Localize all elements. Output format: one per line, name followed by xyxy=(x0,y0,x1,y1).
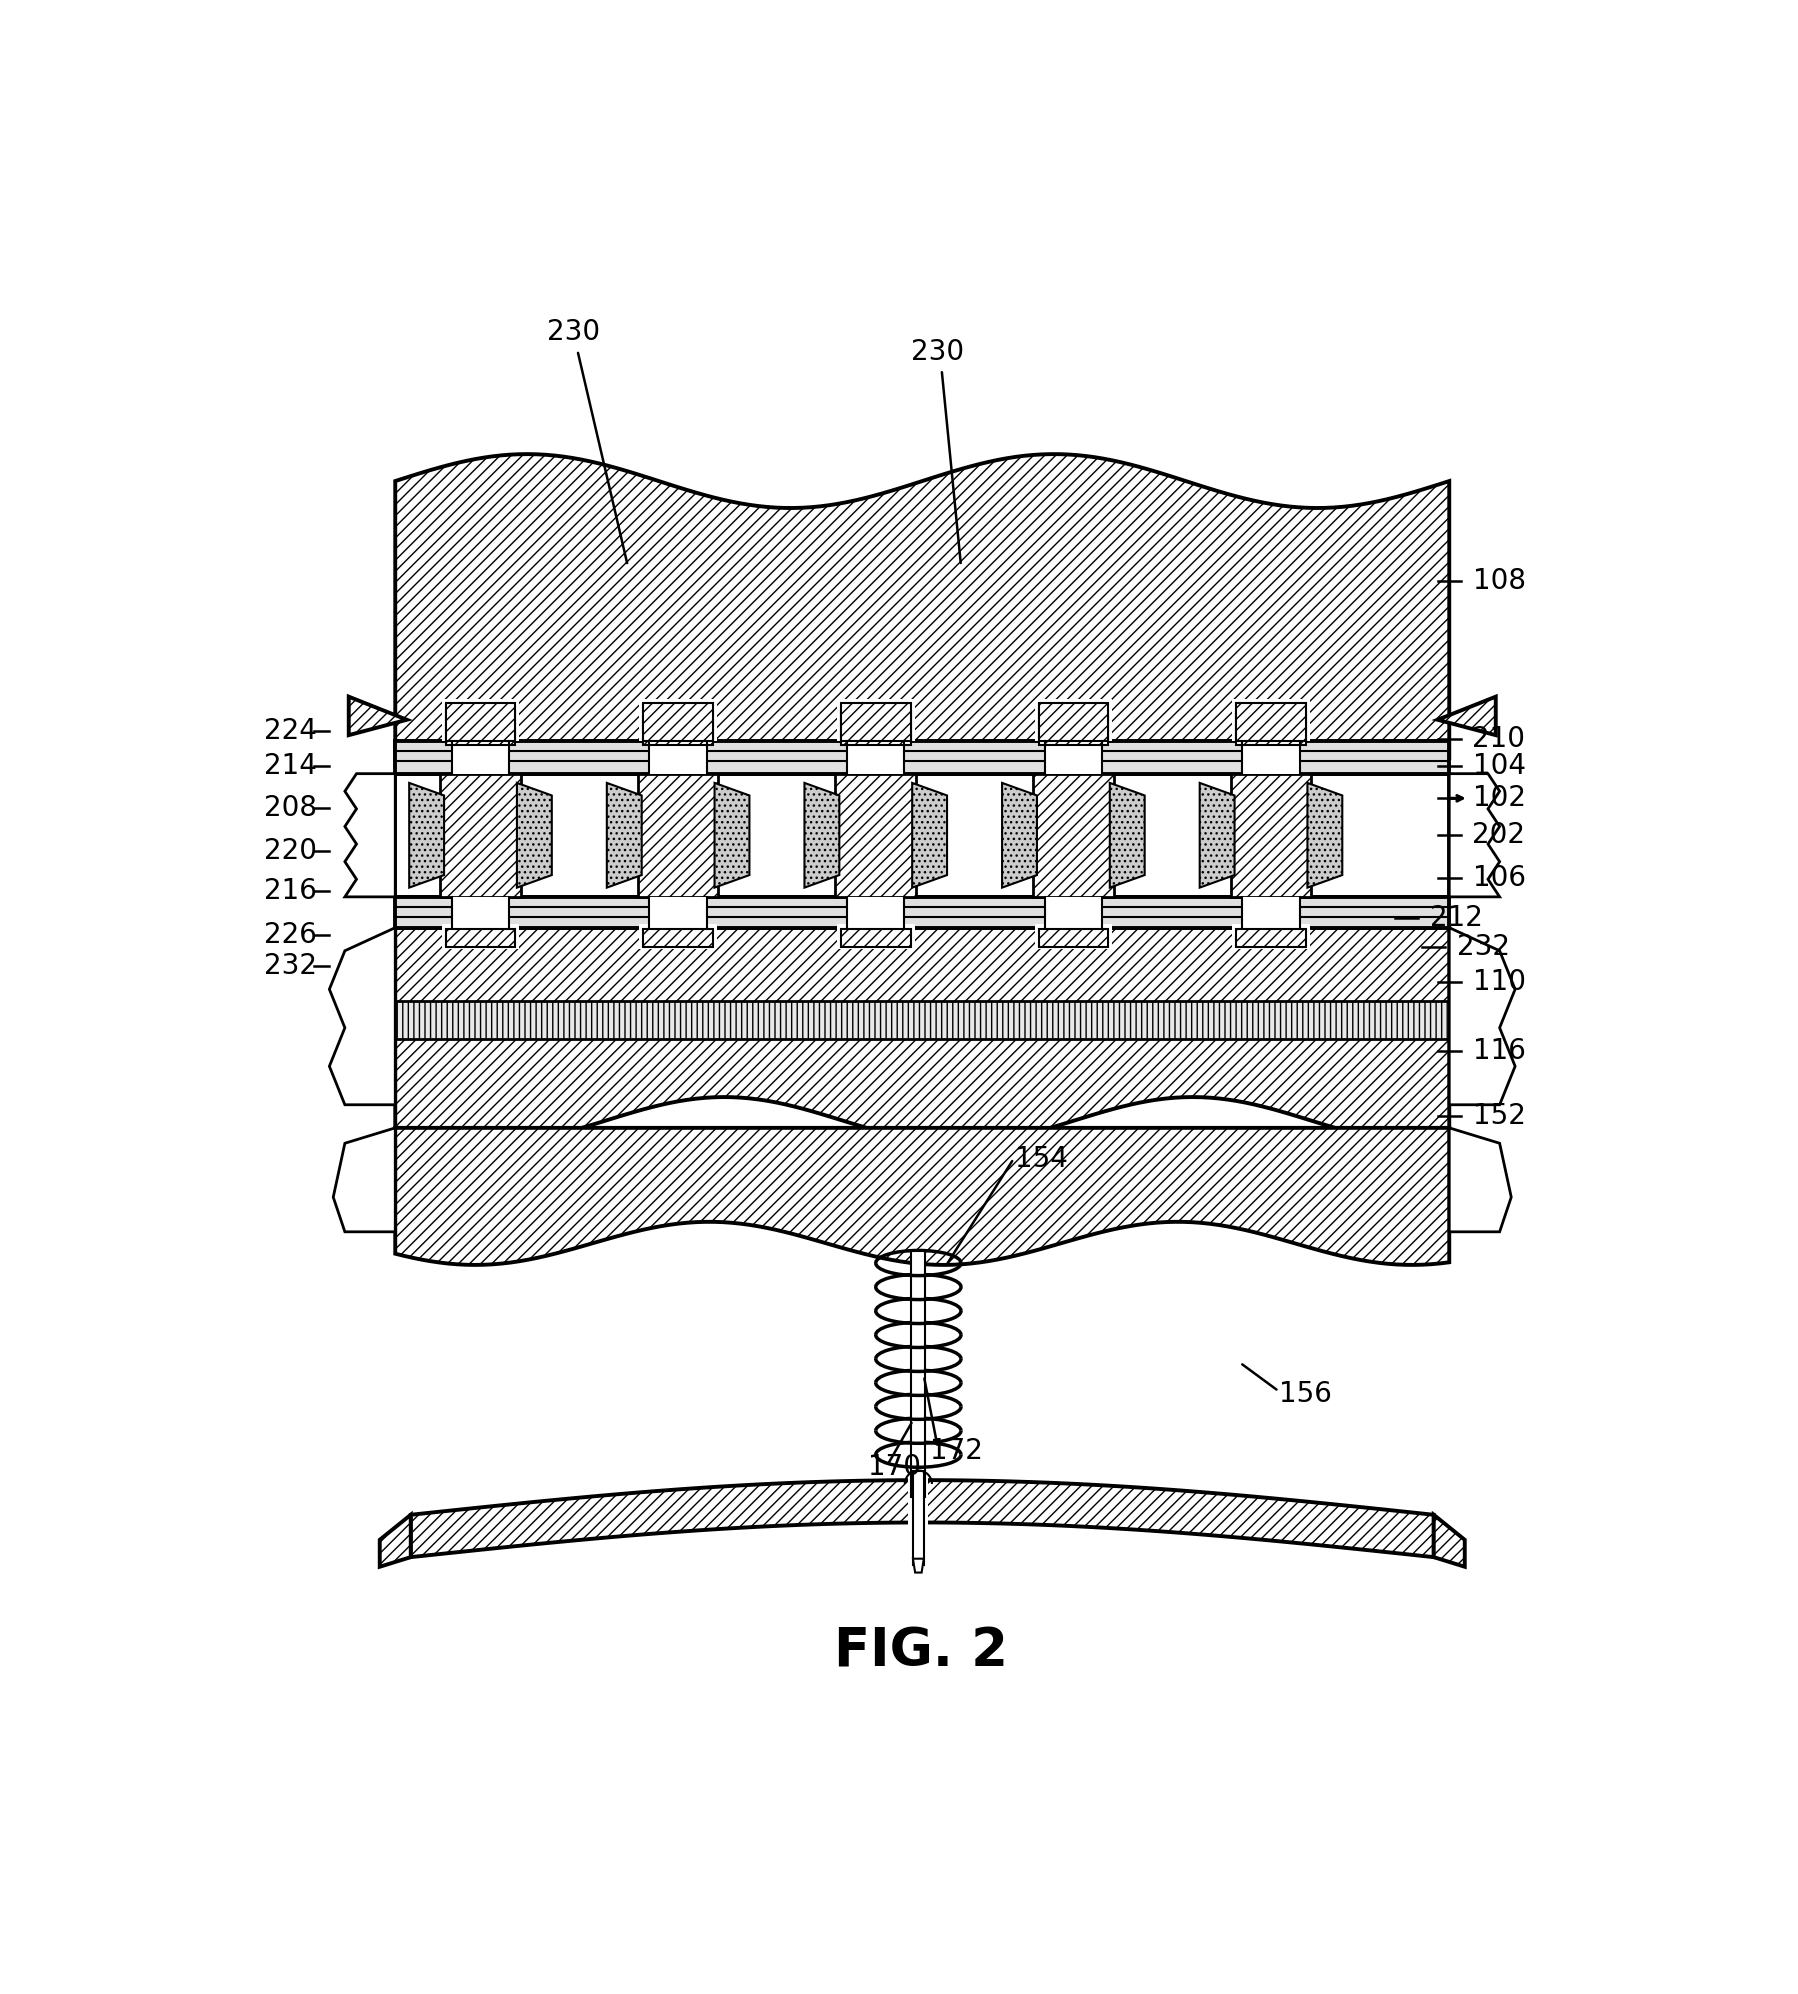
Bar xyxy=(1039,929,1108,947)
Bar xyxy=(396,742,1449,774)
Bar xyxy=(1237,710,1305,746)
Bar xyxy=(451,740,509,774)
Bar xyxy=(446,710,516,746)
Bar xyxy=(644,702,714,742)
Text: 106: 106 xyxy=(1473,863,1525,891)
Bar xyxy=(913,1470,924,1565)
Bar xyxy=(644,710,714,746)
Bar xyxy=(640,700,717,742)
Polygon shape xyxy=(396,1129,1449,1264)
Polygon shape xyxy=(345,774,396,897)
Bar xyxy=(640,923,717,949)
Bar xyxy=(1039,710,1108,746)
Bar xyxy=(1034,700,1113,742)
Text: 226: 226 xyxy=(264,921,316,949)
Bar xyxy=(1242,740,1300,774)
Polygon shape xyxy=(1449,1129,1512,1232)
Bar xyxy=(396,897,1449,927)
Bar xyxy=(396,774,1449,897)
Text: 212: 212 xyxy=(1429,905,1483,933)
Polygon shape xyxy=(349,696,406,736)
Text: 102: 102 xyxy=(1473,784,1525,812)
Text: 156: 156 xyxy=(1278,1380,1332,1408)
Text: 232: 232 xyxy=(1456,933,1510,961)
Polygon shape xyxy=(1449,774,1500,897)
Text: 216: 216 xyxy=(264,877,316,905)
Text: 214: 214 xyxy=(264,752,316,780)
Bar xyxy=(442,700,520,742)
Polygon shape xyxy=(1438,696,1496,736)
Bar xyxy=(638,774,719,897)
Text: 108: 108 xyxy=(1473,566,1525,594)
Polygon shape xyxy=(608,784,642,887)
Text: 152: 152 xyxy=(1473,1103,1525,1131)
Bar xyxy=(836,774,915,897)
Polygon shape xyxy=(410,1480,1433,1557)
Bar xyxy=(1045,740,1102,774)
Bar xyxy=(847,897,904,929)
Polygon shape xyxy=(396,927,1449,1143)
Text: 110: 110 xyxy=(1473,967,1525,995)
Bar xyxy=(838,923,915,949)
Text: 104: 104 xyxy=(1473,752,1525,780)
Bar xyxy=(1045,897,1102,929)
Bar xyxy=(649,740,707,774)
Bar xyxy=(1237,702,1305,742)
Text: 230: 230 xyxy=(547,319,601,347)
Text: 220: 220 xyxy=(264,837,316,865)
Polygon shape xyxy=(1199,784,1235,887)
Bar xyxy=(446,929,516,947)
Bar xyxy=(644,929,714,947)
Bar xyxy=(841,702,910,742)
Polygon shape xyxy=(1433,1515,1465,1567)
Text: 154: 154 xyxy=(1016,1145,1068,1172)
Bar xyxy=(451,897,509,929)
Polygon shape xyxy=(804,784,840,887)
Text: 172: 172 xyxy=(930,1438,984,1466)
Bar xyxy=(908,1476,928,1525)
Text: 116: 116 xyxy=(1473,1037,1525,1065)
Polygon shape xyxy=(912,784,948,887)
Bar xyxy=(396,1001,1449,1039)
Bar xyxy=(441,774,521,897)
Bar xyxy=(442,923,520,949)
Bar xyxy=(1230,774,1311,897)
Polygon shape xyxy=(329,927,396,1105)
Text: 232: 232 xyxy=(264,953,316,981)
Text: 224: 224 xyxy=(264,718,316,746)
Bar xyxy=(1242,897,1300,929)
Bar xyxy=(1237,929,1305,947)
Polygon shape xyxy=(410,784,444,887)
Polygon shape xyxy=(518,784,552,887)
Bar xyxy=(847,740,904,774)
Text: FIG. 2: FIG. 2 xyxy=(834,1625,1009,1677)
Bar xyxy=(912,1250,926,1497)
Bar xyxy=(841,710,910,746)
Bar xyxy=(1039,702,1108,742)
Bar xyxy=(1034,923,1113,949)
Text: 170: 170 xyxy=(868,1454,921,1482)
Text: 230: 230 xyxy=(912,337,964,365)
Bar xyxy=(446,702,516,742)
Bar xyxy=(1232,923,1309,949)
Polygon shape xyxy=(913,1559,924,1573)
Polygon shape xyxy=(1449,927,1516,1105)
Polygon shape xyxy=(396,455,1449,758)
Polygon shape xyxy=(1109,784,1145,887)
Polygon shape xyxy=(379,1515,410,1567)
Text: 210: 210 xyxy=(1473,726,1525,754)
Bar xyxy=(1232,700,1309,742)
Bar xyxy=(841,929,910,947)
Text: 208: 208 xyxy=(264,794,316,822)
Polygon shape xyxy=(1001,784,1037,887)
Polygon shape xyxy=(333,1129,396,1232)
Polygon shape xyxy=(714,784,750,887)
Bar xyxy=(1034,774,1113,897)
Bar xyxy=(649,897,707,929)
Bar xyxy=(838,700,915,742)
Text: 202: 202 xyxy=(1473,822,1525,849)
Polygon shape xyxy=(1307,784,1343,887)
